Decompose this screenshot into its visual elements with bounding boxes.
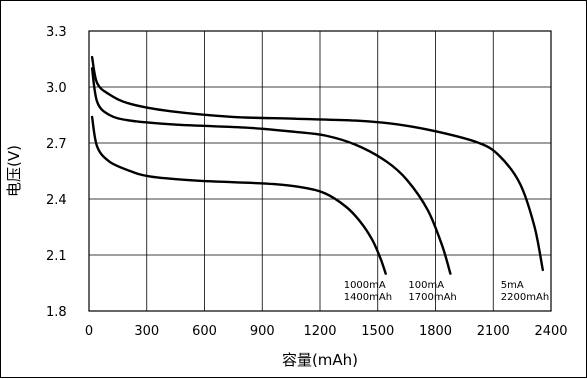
series-line <box>90 67 452 275</box>
x-tick-label: 2100 <box>477 324 510 339</box>
series-annotation-line2: 2200mAh <box>501 292 549 303</box>
x-tick-label: 1800 <box>419 324 452 339</box>
y-tick-label: 2.1 <box>46 249 67 264</box>
y-tick-label: 2.4 <box>46 193 67 208</box>
x-tick-label: 600 <box>192 324 217 339</box>
series-annotation-line1: 5mA <box>501 280 524 291</box>
series-annotation-line1: 100mA <box>408 280 444 291</box>
x-tick-label: 1200 <box>303 324 336 339</box>
series-line <box>90 115 387 275</box>
y-tick-label: 3.3 <box>46 25 67 40</box>
y-tick-labels: 3.3 3.0 2.7 2.4 2.1 1.8 <box>46 25 67 320</box>
x-axis-label: 容量(mAh) <box>282 351 358 369</box>
x-tick-label: 1500 <box>361 324 394 339</box>
series-annotation-line1: 1000mA <box>344 280 386 291</box>
series-annotation-line2: 1400mAh <box>344 292 392 303</box>
plot-area-border <box>88 30 552 312</box>
x-tick-label: 300 <box>134 324 159 339</box>
series-lines <box>90 55 544 275</box>
x-tick-labels: 0 300 600 900 1200 1500 1800 2100 2400 <box>85 324 568 339</box>
x-tick-label: 0 <box>85 324 93 339</box>
series-line <box>90 55 544 272</box>
y-tick-label: 1.8 <box>46 305 67 320</box>
y-tick-label: 2.7 <box>46 137 67 152</box>
grid-lines <box>89 31 551 311</box>
x-tick-label: 2400 <box>534 324 567 339</box>
y-axis-label: 电压(V) <box>5 145 23 197</box>
x-tick-label: 900 <box>250 324 275 339</box>
y-tick-label: 3.0 <box>46 81 67 96</box>
series-annotation-line2: 1700mAh <box>408 292 456 303</box>
